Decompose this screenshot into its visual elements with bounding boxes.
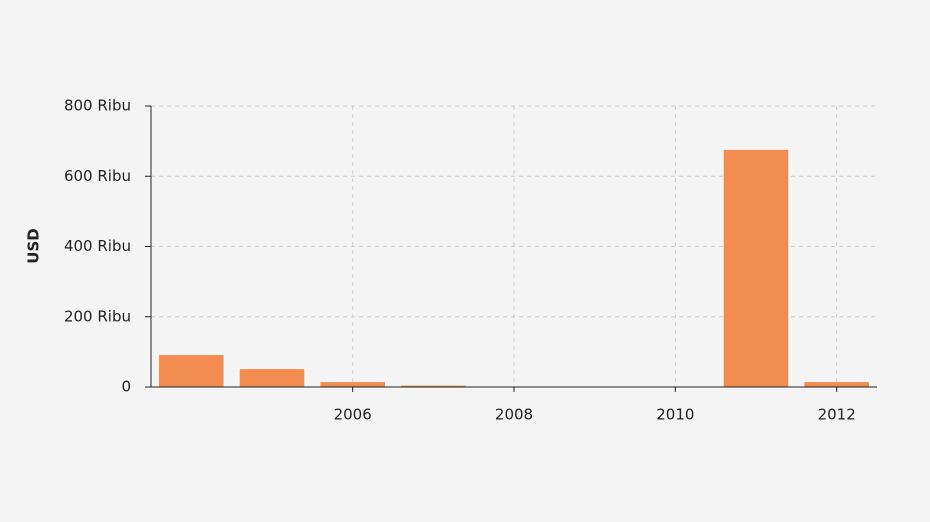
bar xyxy=(320,382,385,387)
x-tick-label: 2012 xyxy=(818,406,856,424)
x-tick-label: 2006 xyxy=(334,406,372,424)
bar xyxy=(159,355,224,387)
bar xyxy=(239,369,305,387)
bar xyxy=(723,149,789,387)
y-tick-label: 400 Ribu xyxy=(64,237,131,255)
x-tick-label: 2008 xyxy=(495,406,533,424)
x-tick-label: 2010 xyxy=(656,406,694,424)
y-tick-label: 800 Ribu xyxy=(64,97,131,115)
y-tick-label: 600 Ribu xyxy=(64,167,131,185)
bar xyxy=(804,382,869,387)
bar xyxy=(401,385,466,387)
y-axis-label: USD xyxy=(25,228,43,263)
y-tick-label: 0 xyxy=(121,378,131,396)
y-tick-label: 200 Ribu xyxy=(64,307,131,325)
